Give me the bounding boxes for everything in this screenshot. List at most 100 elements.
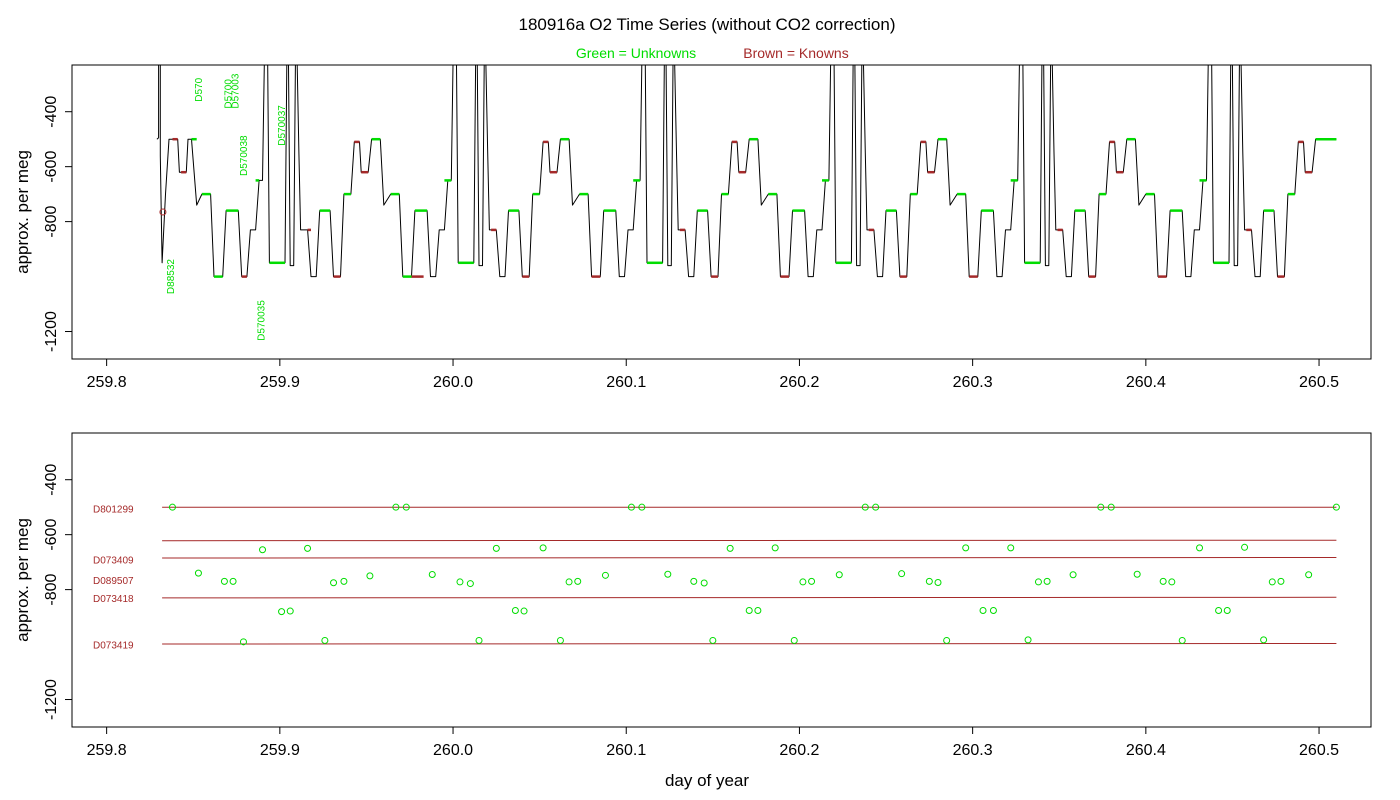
unknown-point	[726, 544, 734, 552]
unknown-point	[392, 503, 400, 511]
x-tick-label: 260.3	[953, 742, 993, 759]
unknown-point	[366, 572, 374, 580]
unknown-point	[1069, 571, 1077, 579]
top-panel-frame	[71, 64, 1372, 360]
bottom-panel-plot: 259.8 259.9 260.0 260.1 260.2 260.3 260.4 260.5…	[43, 464, 1340, 759]
knowns-point	[159, 208, 167, 216]
x-tick-label: 260.5	[1299, 742, 1339, 759]
y-tick-label: -1200	[43, 311, 60, 352]
x-tick-label: 260.4	[1126, 374, 1166, 391]
unknown-point	[1097, 503, 1105, 511]
sample-id-annotation: D570035	[256, 300, 267, 341]
unknown-point	[511, 606, 519, 614]
unknown-point	[168, 503, 176, 511]
unknown-point	[1178, 636, 1186, 644]
known-reference-line	[162, 596, 1337, 599]
x-tick-label: 260.4	[1126, 742, 1166, 759]
unknown-point	[690, 577, 698, 585]
unknown-point	[1332, 503, 1340, 511]
unknown-point	[1305, 571, 1313, 579]
unknown-point	[601, 571, 609, 579]
unknown-point	[861, 503, 869, 511]
unknown-point	[771, 544, 779, 552]
top-panel-plot: 259.8 259.9 260.0 260.1 260.2 260.3 260.4 260.5…	[43, 65, 1339, 391]
known-tank-label: D089507	[93, 576, 134, 587]
x-tick-label: 259.9	[260, 742, 300, 759]
unknown-point	[1024, 636, 1032, 644]
chart-title: 180916a O2 Time Series (without CO2 corr…	[518, 15, 895, 34]
unknown-point	[627, 503, 635, 511]
unknown-point	[745, 606, 753, 614]
unknown-point	[556, 636, 564, 644]
unknown-point	[1168, 578, 1176, 586]
unknown-point	[259, 546, 267, 554]
y-tick-label: -800	[43, 574, 60, 606]
x-tick-label: 260.2	[779, 742, 819, 759]
unknown-point	[1133, 570, 1141, 578]
unknown-point	[220, 577, 228, 585]
unknown-point	[1215, 606, 1223, 614]
unknown-point	[239, 638, 247, 646]
unknown-point	[835, 571, 843, 579]
y-tick-label: -1200	[43, 679, 60, 720]
bottom-y-axis-label: approx. per meg	[13, 518, 32, 642]
unknown-point	[492, 544, 500, 552]
unknown-point	[229, 577, 237, 585]
unknown-point	[1223, 606, 1231, 614]
unknown-point	[989, 606, 997, 614]
unknown-point	[754, 606, 762, 614]
sample-id-annotation: D88532	[166, 259, 177, 294]
y-tick-label: -600	[43, 519, 60, 551]
sample-id-annotation: D5700	[223, 79, 234, 109]
unknown-point	[1007, 544, 1015, 552]
unknown-point	[934, 578, 942, 586]
known-reference-line	[162, 539, 1337, 542]
y-tick-label: -600	[43, 151, 60, 183]
unknown-point	[925, 577, 933, 585]
sample-id-annotation: D570037	[277, 105, 288, 146]
known-tank-label: D073418	[93, 594, 134, 605]
unknown-point	[1159, 577, 1167, 585]
sample-id-annotation: D570	[194, 77, 205, 101]
unknown-point	[539, 544, 547, 552]
unknown-point	[402, 503, 410, 511]
unknown-point	[872, 503, 880, 511]
bottom-panel-frame	[71, 432, 1372, 728]
unknown-point	[943, 636, 951, 644]
unknown-point	[330, 579, 338, 587]
unknown-point	[565, 578, 573, 586]
unknown-point	[638, 503, 646, 511]
top-y-axis-label: approx. per meg	[13, 150, 32, 274]
unknown-point	[286, 607, 294, 615]
unknown-point	[808, 577, 816, 585]
unknown-point	[1277, 577, 1285, 585]
unknown-point	[700, 579, 708, 587]
unknown-point	[428, 571, 436, 579]
plot-area: D801299 D073409 D089507 D073418 D073419	[93, 503, 1340, 652]
unknown-point	[340, 577, 348, 585]
x-tick-label: 259.8	[87, 374, 127, 391]
sample-id-annotation: D570038	[239, 135, 250, 176]
unknown-point	[321, 636, 329, 644]
unknown-point	[456, 578, 464, 586]
unknown-point	[194, 569, 202, 577]
unknown-point	[1107, 503, 1115, 511]
unknown-point	[1268, 578, 1276, 586]
x-tick-label: 260.1	[606, 374, 646, 391]
unknown-point	[799, 578, 807, 586]
unknown-point	[979, 606, 987, 614]
unknown-point	[962, 544, 970, 552]
unknown-point	[664, 570, 672, 578]
x-tick-label: 260.2	[779, 374, 819, 391]
sample-id-annotation: D57003	[230, 73, 241, 108]
known-reference-line	[162, 643, 1337, 645]
x-axis-label: day of year	[665, 771, 749, 790]
known-tank-label: D073419	[93, 641, 134, 652]
unknown-point	[304, 544, 312, 552]
y-tick-label: -800	[43, 206, 60, 238]
x-tick-label: 260.5	[1299, 374, 1339, 391]
known-tank-label: D801299	[93, 505, 134, 516]
unknown-point	[1241, 543, 1249, 551]
